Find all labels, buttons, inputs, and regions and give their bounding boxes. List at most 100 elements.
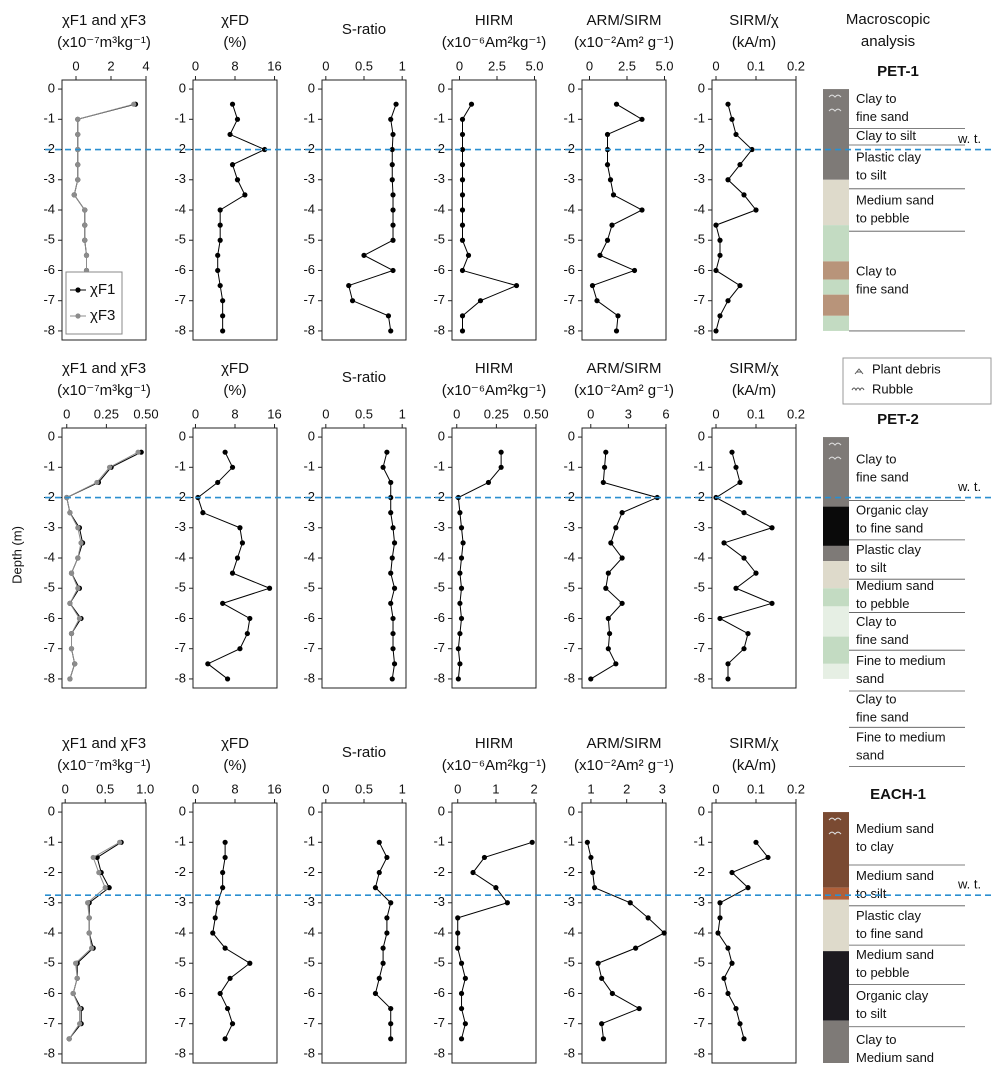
plot-frame bbox=[62, 803, 146, 1063]
data-point bbox=[350, 298, 355, 303]
y-tick-label: -1 bbox=[693, 111, 705, 126]
data-point bbox=[715, 930, 720, 935]
data-point bbox=[71, 991, 76, 996]
y-tick-label: -3 bbox=[563, 894, 575, 909]
data-point bbox=[227, 976, 232, 981]
data-point bbox=[390, 676, 395, 681]
data-point bbox=[459, 1006, 464, 1011]
data-point bbox=[605, 162, 610, 167]
data-point bbox=[741, 510, 746, 515]
panel-title: (x10⁻⁶Am²kg⁻¹) bbox=[442, 757, 547, 774]
panel-title: (x10⁻²Am² g⁻¹) bbox=[574, 757, 674, 774]
data-point bbox=[392, 586, 397, 591]
panel-title: ARM/SIRM bbox=[587, 360, 662, 377]
y-tick-label: -8 bbox=[174, 670, 186, 685]
y-tick-label: 0 bbox=[568, 81, 575, 96]
legend-label: Plant debris bbox=[872, 361, 941, 376]
data-point bbox=[89, 946, 94, 951]
y-tick-label: -6 bbox=[43, 985, 55, 1000]
data-point bbox=[240, 540, 245, 545]
x-tick-label: 6 bbox=[662, 406, 669, 421]
data-point bbox=[91, 855, 96, 860]
unit-label: fine sand bbox=[856, 469, 909, 484]
y-tick-label: -2 bbox=[303, 141, 315, 156]
y-tick-label: -1 bbox=[303, 111, 315, 126]
y-tick-label: -2 bbox=[174, 864, 186, 879]
y-tick-label: -1 bbox=[43, 834, 55, 849]
unit-label: to pebble bbox=[856, 596, 910, 611]
data-point bbox=[235, 177, 240, 182]
data-point bbox=[741, 1036, 746, 1041]
lith-layer bbox=[823, 261, 849, 279]
y-tick-label: 0 bbox=[438, 429, 445, 444]
y-tick-label: -1 bbox=[174, 111, 186, 126]
lith-layer bbox=[823, 280, 849, 295]
y-tick-label: -5 bbox=[174, 580, 186, 595]
data-point bbox=[456, 646, 461, 651]
unit-label: Clay to bbox=[856, 614, 896, 629]
y-tick-label: -1 bbox=[303, 834, 315, 849]
profile-line bbox=[718, 842, 768, 1039]
x-tick-label: 0.1 bbox=[747, 58, 765, 73]
y-tick-label: -5 bbox=[433, 955, 445, 970]
data-point bbox=[721, 540, 726, 545]
y-tick-label: -5 bbox=[433, 232, 445, 247]
y-tick-label: -4 bbox=[303, 201, 315, 216]
panel-title: (x10⁻⁶Am²kg⁻¹) bbox=[442, 382, 547, 399]
y-tick-label: -2 bbox=[174, 141, 186, 156]
data-point bbox=[388, 571, 393, 576]
data-point bbox=[390, 223, 395, 228]
unit-label: Plastic clay bbox=[856, 149, 922, 164]
panel-title: ARM/SIRM bbox=[587, 12, 662, 29]
lith-header: analysis bbox=[861, 33, 915, 50]
data-point bbox=[460, 268, 465, 273]
data-point bbox=[390, 268, 395, 273]
data-point bbox=[210, 930, 215, 935]
y-tick-label: -5 bbox=[693, 580, 705, 595]
y-tick-label: 0 bbox=[308, 804, 315, 819]
legend-marker bbox=[75, 313, 80, 318]
plot-frame bbox=[62, 428, 146, 688]
profile-line bbox=[587, 842, 664, 1039]
data-point bbox=[765, 855, 770, 860]
data-point bbox=[230, 162, 235, 167]
data-point bbox=[390, 631, 395, 636]
data-point bbox=[218, 991, 223, 996]
y-tick-label: -2 bbox=[563, 864, 575, 879]
data-point bbox=[457, 661, 462, 666]
y-tick-label: -7 bbox=[563, 640, 575, 655]
data-point bbox=[75, 177, 80, 182]
y-tick-label: 0 bbox=[568, 804, 575, 819]
panel-title: χFD bbox=[221, 360, 249, 377]
y-tick-label: -6 bbox=[174, 262, 186, 277]
y-tick-label: -7 bbox=[433, 1015, 445, 1030]
data-point bbox=[505, 900, 510, 905]
data-point bbox=[78, 540, 83, 545]
x-tick-label: 1.0 bbox=[136, 781, 154, 796]
y-tick-label: -3 bbox=[43, 894, 55, 909]
data-point bbox=[753, 207, 758, 212]
data-point bbox=[384, 915, 389, 920]
data-point bbox=[82, 238, 87, 243]
x-tick-label: 0 bbox=[712, 58, 719, 73]
data-point bbox=[215, 268, 220, 273]
data-point bbox=[595, 961, 600, 966]
plot-frame bbox=[712, 428, 796, 688]
y-tick-label: -4 bbox=[43, 201, 55, 216]
plot-frame bbox=[582, 803, 666, 1063]
unit-label: Clay to bbox=[856, 263, 896, 278]
y-tick-label: -3 bbox=[693, 894, 705, 909]
y-tick-label: -8 bbox=[433, 322, 445, 337]
x-tick-label: 0 bbox=[454, 781, 461, 796]
y-tick-label: -6 bbox=[43, 610, 55, 625]
data-point bbox=[725, 991, 730, 996]
y-tick-label: -8 bbox=[174, 1045, 186, 1060]
data-point bbox=[223, 1036, 228, 1041]
data-point bbox=[87, 915, 92, 920]
unit-label: Clay to bbox=[856, 451, 896, 466]
y-tick-label: -8 bbox=[693, 1045, 705, 1060]
unit-label: Organic clay bbox=[856, 988, 929, 1003]
y-tick-label: -1 bbox=[43, 459, 55, 474]
data-point bbox=[599, 976, 604, 981]
x-tick-label: 0 bbox=[712, 406, 719, 421]
